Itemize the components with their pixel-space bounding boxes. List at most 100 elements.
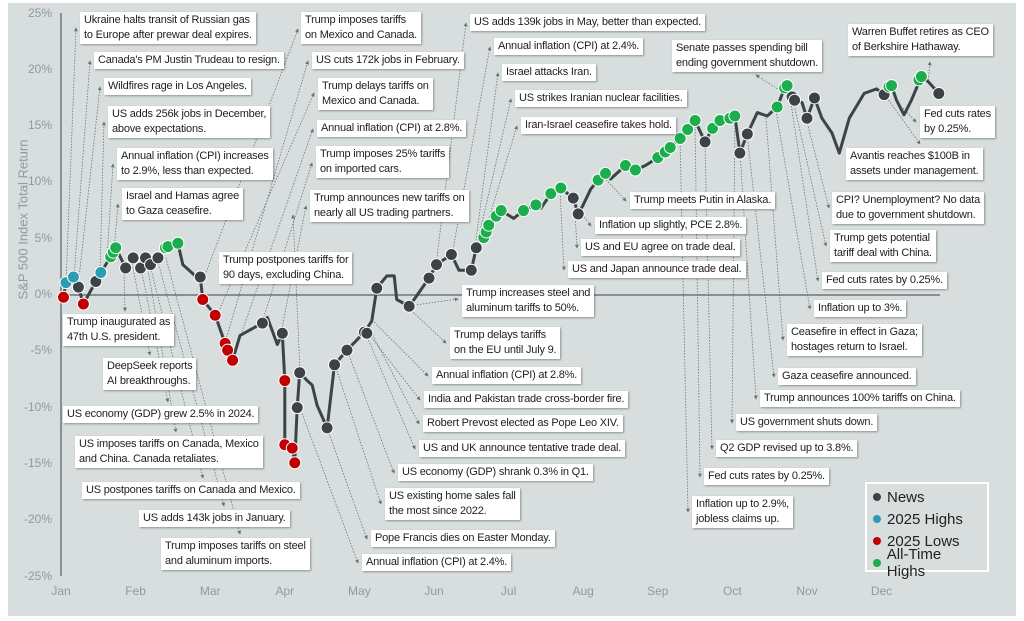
high-marker <box>94 265 108 279</box>
event-annotation: Trump imposes 25% tariffs on imported ca… <box>316 146 450 178</box>
event-annotation: Trump announces new tariffs on nearly al… <box>310 190 469 222</box>
event-annotation: Fed cuts rates by 0.25%. <box>920 106 995 138</box>
news-marker <box>698 135 712 149</box>
ath-marker <box>517 204 531 218</box>
event-annotation: CPI? Unemployment? No data due to govern… <box>832 192 984 224</box>
ath-marker <box>728 109 742 123</box>
annotation-leader <box>73 60 92 278</box>
news-marker <box>370 281 384 295</box>
x-tick-label: Nov <box>796 584 818 598</box>
y-tick-label: 15% <box>27 118 52 133</box>
event-annotation: Annual inflation (CPI) at 2.8%. <box>317 120 467 137</box>
ath-marker <box>494 204 508 218</box>
x-tick-label: Jan <box>51 584 71 598</box>
event-annotation: Wildfires rage in Los Angeles. <box>104 78 251 95</box>
annotation-leader <box>214 92 315 321</box>
news-marker <box>740 127 754 141</box>
ath-marker <box>885 79 899 93</box>
ath-marker <box>109 241 123 255</box>
legend-dot-icon <box>873 559 881 567</box>
event-annotation: Trump meets Putin in Alaska. <box>630 192 776 209</box>
event-annotation: US adds 256k jobs in December, above exp… <box>108 106 271 138</box>
event-annotation: Ceasefire in effect in Gaza; hostages re… <box>787 324 922 356</box>
y-tick-label: -20% <box>23 512 52 527</box>
event-annotation: Warren Buffet retires as CEO of Berkshir… <box>848 24 993 56</box>
low-marker <box>196 293 210 307</box>
annotation-leader <box>407 297 459 307</box>
ath-marker <box>688 113 702 127</box>
x-tick-label: May <box>348 584 371 598</box>
news-marker <box>402 299 416 313</box>
news-marker <box>360 326 374 340</box>
event-annotation: US and EU agree on trade deal. <box>581 239 740 256</box>
news-marker <box>571 207 585 221</box>
event-annotation: US adds 143k jobs in January. <box>139 510 290 527</box>
x-tick-label: Sep <box>647 584 669 598</box>
event-annotation: Inflation up to 3%. <box>814 300 907 317</box>
news-marker <box>566 191 580 205</box>
legend-label: 2025 Highs <box>887 510 963 528</box>
annotation-leader <box>679 136 690 513</box>
annotation-leader <box>765 117 785 341</box>
event-annotation: Gaza ceasefire announced. <box>778 368 916 385</box>
y-tick-label: -15% <box>23 455 52 470</box>
low-marker <box>56 290 70 304</box>
annotation-leader <box>369 329 420 425</box>
event-annotation: Iran-Israel ceasefire takes hold. <box>521 117 676 134</box>
annotation-leader <box>346 349 395 474</box>
ath-marker <box>554 181 568 195</box>
low-marker <box>288 456 302 470</box>
event-annotation: US existing home sales fall the most sin… <box>385 488 520 520</box>
annotation-leader <box>364 331 416 450</box>
news-marker <box>255 316 269 330</box>
low-marker <box>208 308 222 322</box>
news-marker <box>788 93 802 107</box>
event-annotation: US imposes tariffs on Canada, Mexico and… <box>75 436 263 468</box>
legend-item-news: News <box>873 486 981 508</box>
event-annotation: US cuts 172k jobs in February. <box>312 52 464 69</box>
annotation-leader <box>471 72 500 271</box>
y-tick-label: 20% <box>27 61 52 76</box>
low-marker <box>278 374 292 388</box>
ath-marker <box>673 131 687 145</box>
ath-marker <box>681 122 695 136</box>
news-marker <box>733 146 747 160</box>
event-annotation: Annual inflation (CPI) at 2.8%. <box>432 367 582 384</box>
x-tick-label: Jul <box>500 584 517 598</box>
event-annotation: Inflation up to 2.9%, jobless claims up. <box>692 496 794 528</box>
low-marker <box>285 441 299 455</box>
event-annotation: Trump imposes tariffs on Mexico and Cana… <box>301 12 421 44</box>
news-marker <box>422 271 436 285</box>
y-tick-label: 10% <box>27 174 52 189</box>
annotation-leader <box>326 427 368 540</box>
y-tick-label: -5% <box>30 343 52 358</box>
annotation-leader <box>559 189 566 271</box>
annotation-leader <box>99 121 106 273</box>
low-marker <box>76 297 90 311</box>
annotation-leader <box>367 332 421 401</box>
legend-label: All-Time Highs <box>886 546 942 580</box>
annotation-leader <box>299 407 359 564</box>
news-marker <box>151 251 165 265</box>
news-marker <box>193 270 207 284</box>
event-annotation: Ukraine halts transit of Russian gas to … <box>80 12 256 44</box>
annotation-leader <box>789 96 820 282</box>
event-annotation: US strikes Iranian nuclear facilities. <box>515 90 687 107</box>
event-annotation: US economy (GDP) grew 2.5% in 2024. <box>63 406 259 423</box>
news-marker <box>320 421 334 435</box>
event-annotation: US adds 139k jobs in May, better than ex… <box>470 14 706 31</box>
annotation-leader <box>774 104 812 310</box>
news-marker <box>932 86 946 100</box>
event-annotation: US and Japan announce trade deal. <box>568 261 746 278</box>
y-tick-label: 0% <box>34 287 52 301</box>
event-annotation: DeepSeek reports AI breakthroughs. <box>103 358 197 390</box>
annotation-leader <box>694 119 702 478</box>
news-marker <box>290 401 304 415</box>
ath-marker <box>663 140 677 154</box>
ath-marker <box>914 70 928 84</box>
ath-marker <box>529 198 543 212</box>
ath-marker <box>599 166 613 180</box>
news-marker <box>328 358 342 372</box>
ath-marker <box>482 218 496 232</box>
ath-marker <box>171 236 185 250</box>
